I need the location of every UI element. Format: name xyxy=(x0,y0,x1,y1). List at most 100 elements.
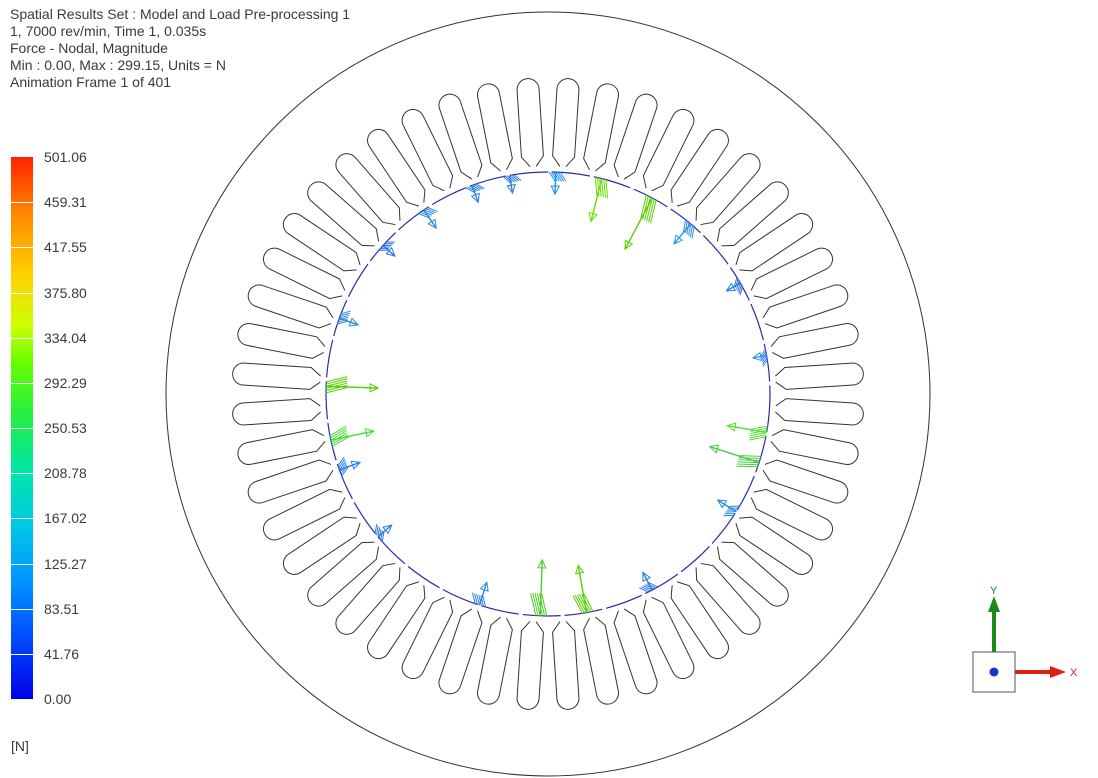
force-vector xyxy=(555,171,562,182)
force-vector xyxy=(557,171,565,182)
stator-slot xyxy=(642,596,695,679)
stator-slot-outline xyxy=(232,398,322,426)
stator-slot xyxy=(583,616,619,705)
stator-slot xyxy=(613,93,658,180)
legend-tick xyxy=(11,247,41,249)
stator-outer-circle xyxy=(165,11,931,777)
y-axis-arrowhead xyxy=(988,596,1000,612)
legend-tick xyxy=(11,653,41,655)
legend-label: 83.51 xyxy=(44,600,80,617)
y-axis-shaft xyxy=(992,610,996,652)
color-legend-ticks xyxy=(11,157,41,699)
force-vector xyxy=(378,529,382,539)
force-vector xyxy=(640,194,647,219)
y-axis-label: Y xyxy=(990,585,998,597)
force-vector xyxy=(421,210,433,216)
force-vector xyxy=(541,593,548,617)
force-vector xyxy=(548,171,556,182)
force-vector xyxy=(418,213,429,219)
stator-slot xyxy=(232,362,322,390)
stator-slot xyxy=(282,516,361,575)
stator-slot xyxy=(401,596,454,679)
force-vector xyxy=(641,586,651,592)
stator-slot xyxy=(237,323,326,359)
min-max-line: Min : 0.00, Max : 299.15, Units = N xyxy=(10,57,226,73)
stator-slot-outline xyxy=(774,362,864,390)
stator-slot xyxy=(263,488,346,541)
force-arrowhead xyxy=(751,351,763,362)
legend-label: 0.00 xyxy=(44,691,72,707)
stator-slot-outline xyxy=(263,488,346,541)
force-vector xyxy=(423,209,434,215)
stator-slot xyxy=(716,181,789,247)
force-arrowhead xyxy=(350,460,362,470)
force-vector xyxy=(330,430,348,441)
stator-slot-outline xyxy=(438,608,483,695)
force-arrow xyxy=(554,172,557,195)
x-axis-shaft xyxy=(1015,670,1053,674)
force-vector xyxy=(502,176,511,183)
force-vector xyxy=(576,594,587,613)
stator-slot-outline xyxy=(367,581,426,660)
speed-time-line: 1, 7000 rev/min, Time 1, 0.035s xyxy=(10,23,207,39)
stator-slot-outline xyxy=(237,429,326,465)
force-vector xyxy=(469,185,479,192)
stator-slot-outline xyxy=(613,608,658,695)
force-arrow xyxy=(673,223,692,245)
force-vector xyxy=(642,585,653,591)
force-vector xyxy=(471,184,481,191)
force-vector xyxy=(648,198,655,223)
force-vector xyxy=(761,353,767,361)
stator-slot xyxy=(247,284,334,329)
force-vector xyxy=(532,593,539,616)
legend-label: 292.29 xyxy=(44,374,87,391)
force-arrowhead xyxy=(574,564,585,575)
stator-slot xyxy=(695,153,761,226)
force-vector xyxy=(338,316,349,321)
stator-slot xyxy=(770,323,859,359)
force-vector xyxy=(644,196,651,221)
stator-slot-outline xyxy=(367,128,426,207)
stator-slot xyxy=(735,213,814,272)
force-vector xyxy=(739,455,762,457)
force-vector xyxy=(377,527,381,537)
force-vector xyxy=(572,595,583,614)
force-vector xyxy=(339,314,350,319)
force-arrow xyxy=(752,354,767,359)
force-vector xyxy=(688,223,692,236)
force-vector xyxy=(686,222,690,235)
axis-triad[interactable]: YX xyxy=(960,580,1080,700)
force-vector xyxy=(748,436,766,441)
force-arrowhead xyxy=(708,444,720,454)
stator-slot-outline xyxy=(735,213,814,272)
legend-label: 167.02 xyxy=(44,510,87,527)
force-vector xyxy=(599,178,602,197)
legend-label: 501.06 xyxy=(44,149,87,165)
stator-slot xyxy=(307,181,380,247)
force-vector xyxy=(482,596,487,608)
legend-label: 334.04 xyxy=(44,329,87,346)
force-vector xyxy=(425,208,436,214)
force-vector xyxy=(534,593,541,616)
stator-slot xyxy=(401,109,454,192)
stator-slot-outline xyxy=(237,323,326,359)
force-vector xyxy=(583,593,594,612)
legend-label: 125.27 xyxy=(44,555,87,572)
force-arrowhead xyxy=(382,524,393,535)
force-vector xyxy=(738,284,742,294)
force-vector xyxy=(339,312,350,317)
stator-slot-outline xyxy=(477,83,513,172)
force-vector xyxy=(749,432,767,437)
force-vector xyxy=(603,179,606,198)
stator-slot xyxy=(335,153,401,226)
stator-slot-outline xyxy=(232,362,322,390)
x-axis-arrowhead xyxy=(1050,666,1066,678)
legend-tick xyxy=(11,518,41,520)
force-arrowhead xyxy=(364,428,375,438)
stator-slot xyxy=(516,78,544,168)
stator-slot-outline xyxy=(282,213,361,272)
stator-slot xyxy=(477,616,513,705)
legend-tick xyxy=(11,202,41,204)
stator-slot-outline xyxy=(750,488,833,541)
